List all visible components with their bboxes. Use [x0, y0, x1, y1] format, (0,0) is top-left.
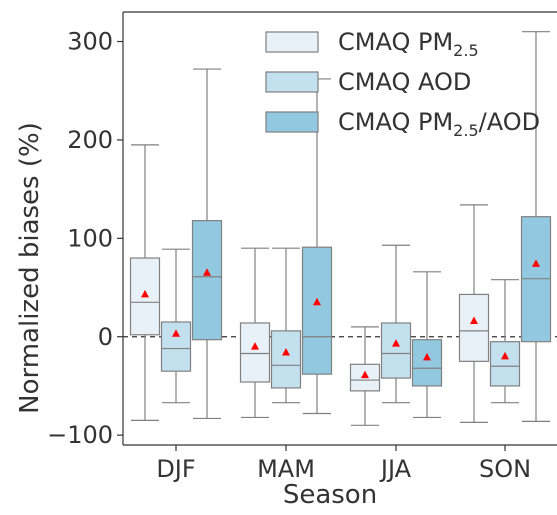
mean-marker [361, 370, 369, 379]
legend-entry-label: CMAQ PM2.5 [338, 28, 479, 60]
box-mam-series-3 [301, 78, 333, 415]
mean-marker [203, 268, 211, 276]
legend-swatch [265, 71, 319, 93]
mean-marker [423, 352, 431, 361]
legend: CMAQ PM2.5 CMAQ AOD CMAQ PM2.5/AOD [265, 28, 540, 140]
box-body [411, 339, 443, 387]
mean-marker [251, 342, 259, 350]
mean-marker [172, 329, 180, 337]
y-tick-label: 0 [98, 323, 113, 351]
box-jja-series-2 [380, 244, 412, 404]
legend-swatch [265, 31, 319, 53]
y-axis-label: Normalized biases (%) [15, 122, 45, 414]
mean-marker [501, 351, 509, 360]
box-son-series-1 [458, 204, 490, 423]
box-mam-series-1 [239, 247, 271, 419]
box-son-series-2 [489, 279, 521, 404]
box-body [489, 341, 521, 387]
x-tick-label: SON [479, 455, 531, 483]
mean-marker [392, 339, 400, 347]
box-son-series-3 [520, 31, 552, 422]
y-tick-label: 200 [67, 126, 113, 154]
plot-frame [122, 11, 557, 446]
mean-marker [282, 347, 290, 356]
legend-swatch [265, 111, 319, 133]
box-body [270, 330, 302, 389]
y-tick-label: 300 [67, 28, 113, 56]
legend-entry-label: CMAQ PM2.5/AOD [338, 108, 540, 140]
box-mam-series-2 [270, 247, 302, 404]
box-body [380, 322, 412, 379]
box-body [239, 322, 271, 383]
y-tick-label: −100 [47, 421, 113, 449]
box-body [191, 220, 223, 341]
mean-marker [470, 316, 478, 325]
box-jja-series-1 [349, 326, 381, 426]
x-tick-label: DJF [156, 455, 195, 483]
box-djf-series-1 [129, 144, 161, 421]
x-tick-label: JJA [379, 455, 412, 483]
box-djf-series-2 [160, 248, 192, 404]
axes: −100 0 100 200 300 DJF MAM JJA SON [47, 28, 531, 483]
mean-marker [141, 289, 149, 298]
x-tick-label: MAM [257, 455, 315, 483]
y-tick-label: 100 [67, 224, 113, 252]
box-body [301, 246, 333, 375]
box-body [458, 293, 490, 362]
marks-layer [123, 31, 557, 426]
box-djf-series-3 [191, 68, 223, 420]
legend-entry-label: CMAQ AOD [338, 68, 471, 96]
box-jja-series-3 [411, 271, 443, 419]
mean-marker [532, 259, 540, 267]
x-axis-label: Season [283, 480, 377, 510]
mean-marker [313, 297, 321, 306]
